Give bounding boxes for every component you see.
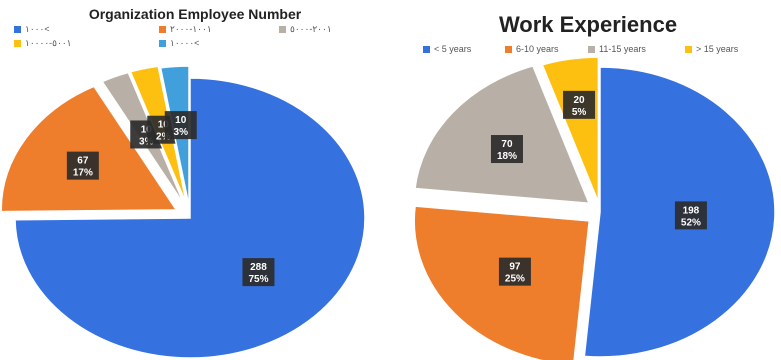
legend-item: > 15 years: [685, 44, 738, 54]
legend-swatch: [505, 46, 512, 54]
pie-slice: [414, 65, 591, 205]
legend-label: 6-10 years: [516, 44, 559, 54]
legend-label: ١٠٠٠٠<: [170, 38, 200, 48]
data-label-value: 10: [175, 115, 187, 126]
data-label-box: [66, 151, 99, 180]
legend-label: > 15 years: [696, 44, 739, 54]
data-label-percent: 18%: [497, 151, 517, 162]
data-label-value: 10: [158, 120, 170, 131]
legend-swatch: [14, 40, 21, 48]
legend-swatch: [423, 46, 430, 54]
legend-swatch: [159, 40, 166, 48]
data-label-percent: 17%: [73, 168, 93, 179]
legend-label: 11-15 years: [599, 44, 646, 54]
chart-title: Work Experience: [498, 12, 678, 37]
data-label-box: [563, 90, 596, 119]
data-label-percent: 2%: [156, 132, 171, 143]
legend-label: ٢٠٠١-٥٠٠٠: [290, 24, 332, 34]
legend-item: 11-15 years: [588, 44, 646, 54]
data-label-box: [242, 258, 275, 287]
employee-number-chart-panel: Organization Employee Number ١٠٠٠< ١٠٠١-٢…: [0, 0, 390, 360]
legend-item: 6-10 years: [505, 44, 559, 54]
data-label-value: 20: [573, 95, 585, 106]
data-label: 205%: [563, 90, 596, 119]
data-label-value: 70: [501, 139, 513, 150]
data-label-box: [490, 135, 523, 164]
legend-swatch: [685, 46, 692, 54]
legend-label: ١٠٠١-٢٠٠٠: [170, 24, 212, 34]
legend-swatch: [279, 26, 286, 34]
data-label-value: 67: [77, 156, 89, 167]
data-label-percent: 5%: [572, 107, 587, 118]
legend-item: ١٠٠٠<: [14, 24, 50, 35]
data-label-box: [164, 111, 197, 140]
data-label-box: [674, 201, 707, 230]
data-label-value: 97: [509, 262, 521, 273]
work-experience-chart-panel: Work Experience < 5 years 6-10 years 11-15…: [395, 0, 781, 360]
data-label-value: 288: [250, 262, 267, 273]
data-label-value: 198: [683, 205, 700, 216]
legend-swatch: [588, 46, 595, 54]
legend-item: < 5 years: [423, 44, 471, 54]
legend-label: < 5 years: [434, 44, 472, 54]
legend-item: ٥٠٠١-١٠٠٠٠: [14, 38, 72, 49]
pie-slice: [0, 85, 178, 213]
data-label-value: 10: [141, 124, 153, 135]
data-label-percent: 75%: [248, 274, 268, 285]
data-label-percent: 3%: [174, 127, 189, 138]
data-label-percent: 52%: [681, 217, 701, 228]
legend-item: ١٠٠١-٢٠٠٠: [159, 24, 212, 35]
data-label-percent: 3%: [139, 136, 154, 147]
chart-title: Organization Employee Number: [88, 6, 302, 22]
legend-swatch: [14, 26, 21, 34]
legend-item: ٢٠٠١-٥٠٠٠: [279, 24, 332, 35]
legend-swatch: [159, 26, 166, 34]
data-label-box: [498, 257, 531, 286]
data-label-percent: 25%: [505, 274, 525, 285]
legend-item: ١٠٠٠٠<: [159, 38, 199, 49]
legend-label: ٥٠٠١-١٠٠٠٠: [25, 38, 72, 48]
pie-slice: [14, 77, 366, 359]
data-label: 103%: [164, 111, 197, 140]
legend-label: ١٠٠٠<: [25, 24, 50, 34]
